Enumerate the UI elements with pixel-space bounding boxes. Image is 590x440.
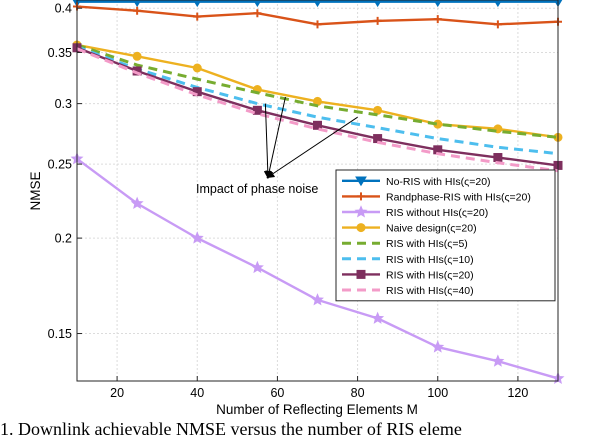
- x-tick-label: 60: [270, 386, 284, 400]
- legend-marker: [356, 269, 366, 279]
- x-tick-label: 80: [351, 386, 365, 400]
- x-tick-label: 100: [427, 386, 448, 400]
- y-tick-label: 0.2: [55, 232, 72, 246]
- data-point: [493, 20, 502, 29]
- legend-marker: [355, 176, 367, 187]
- series-5: [76, 45, 559, 156]
- x-tick-label: 40: [190, 386, 204, 400]
- series-4: [76, 43, 559, 139]
- data-point: [130, 196, 144, 209]
- series-line: [76, 43, 559, 139]
- x-tick-label: 120: [507, 386, 528, 400]
- data-point: [313, 120, 322, 130]
- legend-entry: RIS with HIs(ς=5): [342, 238, 468, 250]
- legend-label: Naive design(ς=20): [386, 223, 477, 235]
- data-point: [431, 340, 445, 353]
- legend-label: RIS with HIs(ς=20): [386, 269, 474, 281]
- legend-label: RIS with HIs(ς=40): [386, 285, 474, 297]
- series-2: [70, 152, 565, 384]
- series-0: [72, 0, 563, 8]
- data-point: [253, 0, 262, 8]
- data-point: [192, 87, 202, 97]
- legend-label: Randphase-RIS with HIs(ς=20): [386, 191, 531, 203]
- legend-label: RIS with HIs(ς=5): [386, 238, 468, 250]
- y-axis-label: NMSE: [28, 171, 43, 210]
- nmse-chart: 20 40 60 80 100 120 0.15 0.2 0.25 0.3 0.35 0.4 Impa…: [28, 0, 565, 417]
- data-point: [190, 231, 204, 244]
- legend-label: RIS with HIs(ς=10): [386, 254, 474, 266]
- series-1: [73, 2, 562, 29]
- series-layer: [70, 0, 565, 384]
- figure-caption: 1. Downlink achievable NMSE versus the n…: [0, 419, 462, 439]
- legend-entry: RIS with HIs(ς=10): [342, 254, 474, 266]
- legend-entry: RIS without HIs(ς=20): [342, 205, 488, 219]
- y-tick-label: 0.4: [55, 2, 72, 16]
- y-tick-label: 0.25: [48, 158, 72, 172]
- data-point: [132, 51, 142, 61]
- data-point: [433, 15, 442, 24]
- series-3: [72, 40, 563, 142]
- legend-entry: No-RIS with HIs(ς=20): [342, 176, 491, 188]
- annotation: Impact of phase noise: [196, 96, 358, 196]
- y-tick-label: 0.15: [48, 327, 72, 341]
- data-point: [313, 0, 322, 8]
- legend-box: [335, 169, 556, 302]
- legend-entry: RIS with HIs(ς=20): [342, 269, 474, 281]
- data-point: [493, 0, 503, 8]
- x-axis-label: Number of Reflecting Elements M: [216, 402, 418, 417]
- annotation-arrow: [263, 103, 272, 179]
- legend-label: No-RIS with HIs(ς=20): [386, 176, 491, 188]
- axis-ticks: 20 40 60 80 100 120 0.15 0.2 0.25 0.3 0.35 0.4: [48, 2, 529, 400]
- data-point: [311, 293, 324, 306]
- plot-frame: [76, 0, 559, 382]
- y-tick-label: 0.35: [48, 46, 72, 60]
- annotation-arrow: [265, 96, 286, 179]
- data-point: [373, 0, 382, 8]
- legend-marker: [354, 205, 368, 218]
- legend-marker: [356, 223, 366, 233]
- data-point: [192, 0, 202, 8]
- annotation-arrow: [266, 116, 358, 179]
- legend: No-RIS with HIs(ς=20) Randphase-RIS with …: [335, 169, 556, 302]
- data-point: [192, 63, 202, 73]
- y-tick-label: 0.3: [55, 97, 72, 111]
- data-point: [133, 6, 142, 15]
- annotation-text: Impact of phase noise: [196, 182, 318, 196]
- x-tick-label: 20: [110, 386, 124, 400]
- legend-entry: Naive design(ς=20): [342, 223, 477, 235]
- data-point: [373, 105, 383, 115]
- data-point: [253, 9, 262, 18]
- data-point: [193, 12, 202, 21]
- data-point: [493, 153, 503, 163]
- data-point: [252, 105, 262, 115]
- data-point: [491, 354, 505, 367]
- data-point: [373, 16, 382, 25]
- data-point: [132, 0, 142, 8]
- legend-entry: RIS with HIs(ς=40): [342, 285, 474, 297]
- legend-label: RIS without HIs(ς=20): [386, 207, 488, 219]
- data-point: [250, 260, 264, 274]
- legend-entry: Randphase-RIS with HIs(ς=20): [342, 191, 531, 203]
- data-point: [313, 20, 322, 29]
- series-line: [76, 45, 559, 156]
- data-point: [371, 311, 385, 324]
- legend-marker: [357, 192, 365, 201]
- data-point: [433, 0, 443, 8]
